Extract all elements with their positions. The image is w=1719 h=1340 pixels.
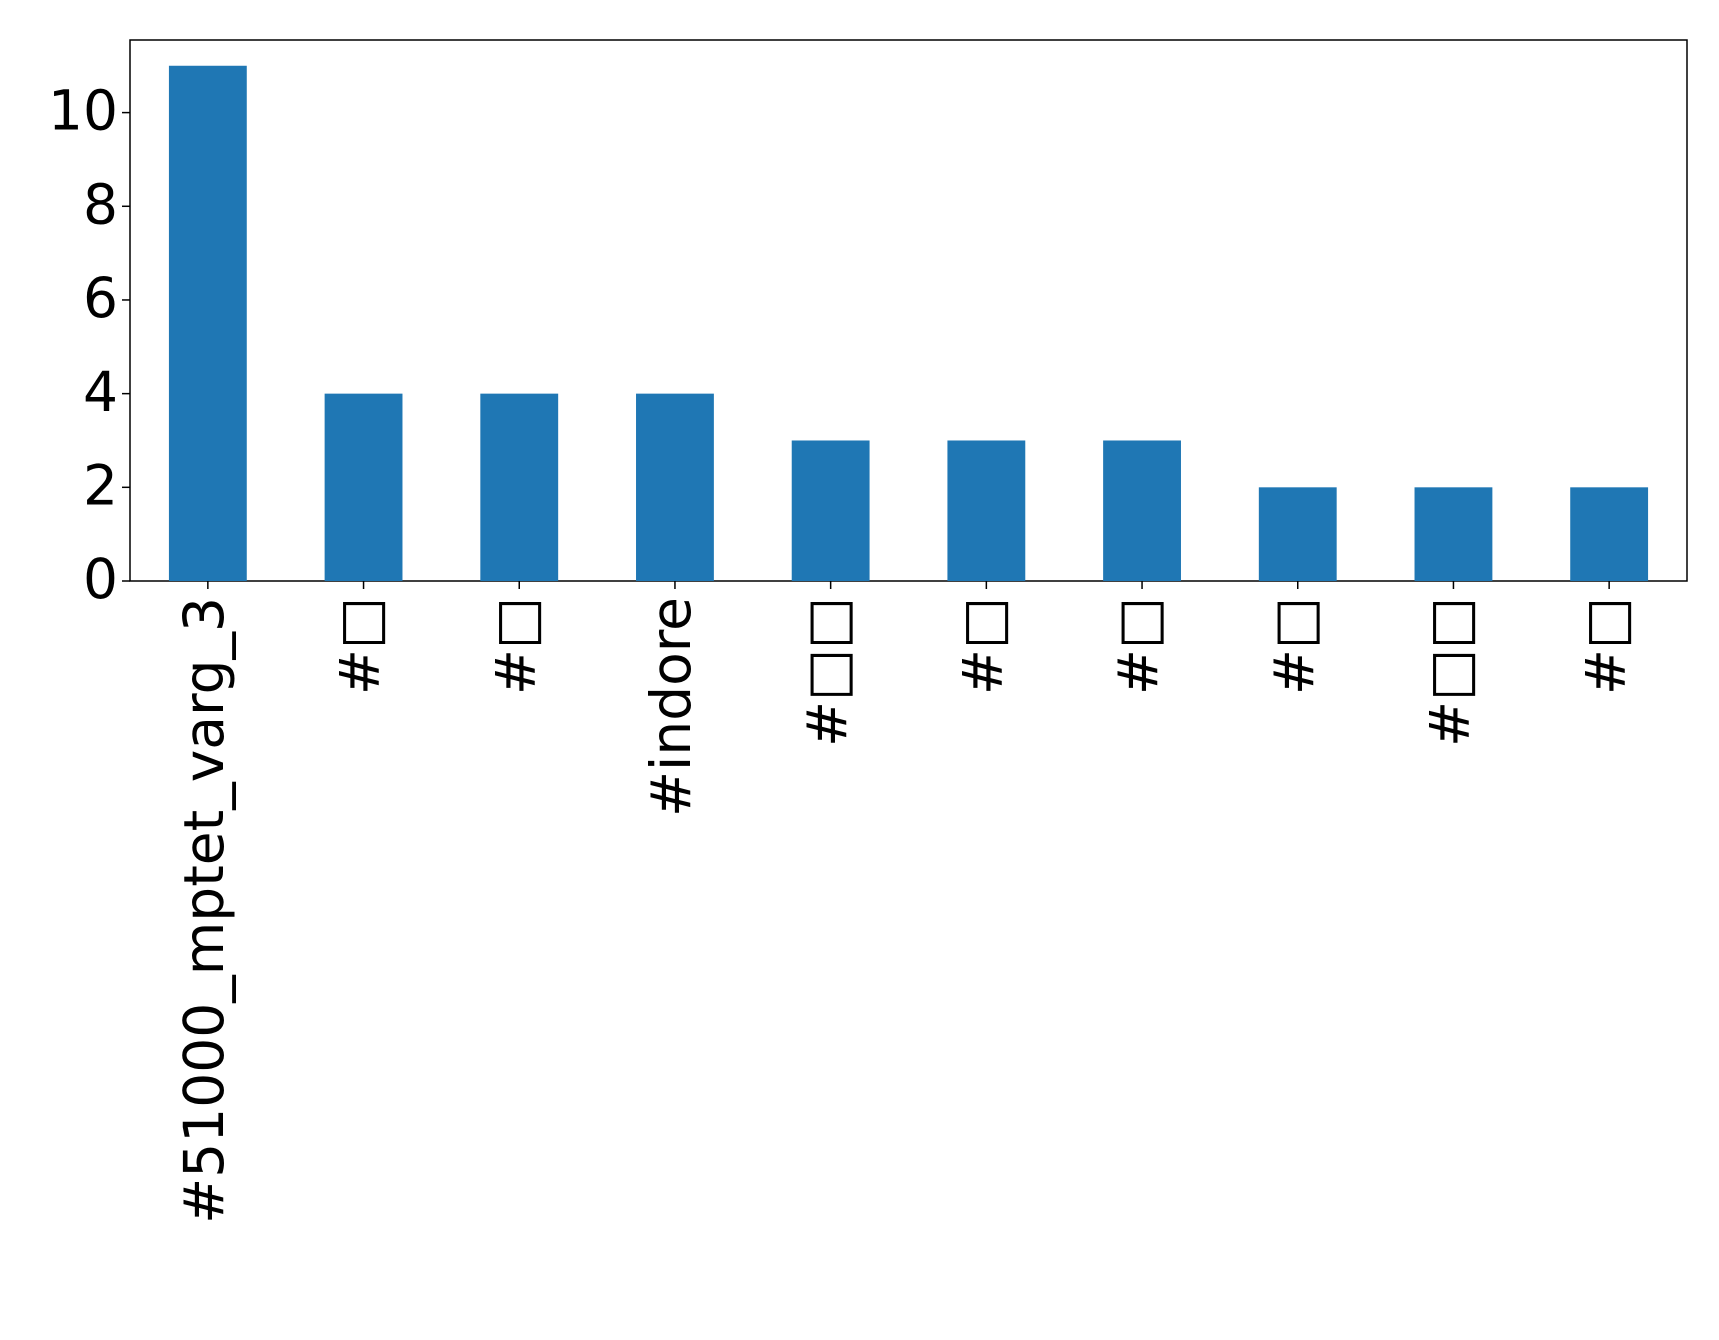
- bar: [947, 440, 1026, 581]
- y-tick-label: 2: [83, 453, 118, 517]
- y-tick-label: 4: [83, 360, 118, 424]
- bar: [1570, 487, 1649, 581]
- bar: [1103, 440, 1181, 581]
- x-tick-label: #indore: [639, 597, 703, 817]
- y-tick-label: 0: [83, 547, 118, 611]
- bar: [168, 65, 247, 581]
- x-tick-label: #□: [1573, 597, 1637, 695]
- bar: [636, 393, 714, 581]
- bar: [791, 440, 870, 581]
- bar: [480, 393, 559, 581]
- bar: [1414, 487, 1493, 581]
- x-tick-label: #□: [328, 597, 392, 695]
- x-tick-label: #□: [1262, 597, 1326, 695]
- x-tick-label: #□□: [795, 597, 859, 747]
- x-tick-label: #□: [950, 597, 1014, 695]
- y-tick-label: 10: [48, 79, 118, 143]
- plot-frame: [129, 39, 1688, 582]
- x-tick-label: #□: [1106, 597, 1170, 695]
- bar: [324, 393, 403, 581]
- y-tick-label: 6: [83, 266, 118, 330]
- x-tick-label: #□□: [1418, 597, 1482, 747]
- x-tick-label: #51000_mptet_varg_3: [172, 597, 236, 1224]
- x-tick-label: #□: [483, 597, 547, 695]
- bar: [1258, 487, 1337, 581]
- y-tick-label: 8: [83, 172, 118, 236]
